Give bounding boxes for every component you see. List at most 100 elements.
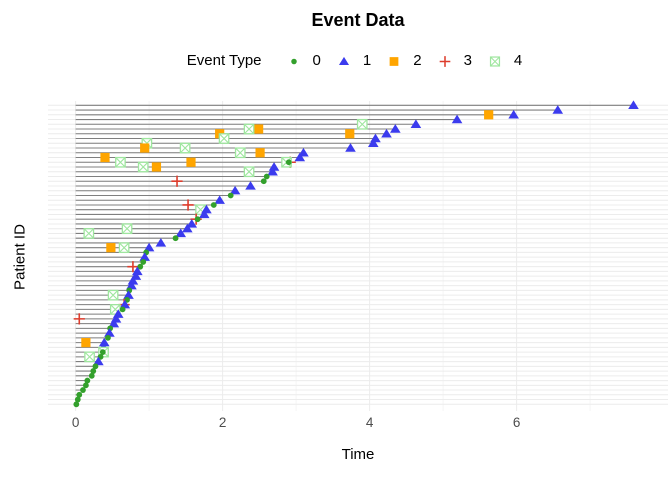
triangle-icon — [93, 356, 104, 366]
circle-icon — [105, 334, 111, 341]
circle-icon — [285, 159, 292, 166]
circle-icon — [260, 178, 267, 185]
legend-item-1: 1 — [335, 52, 371, 69]
triangle-icon — [198, 209, 210, 219]
circle-icon — [88, 372, 95, 379]
circle-icon — [137, 263, 144, 270]
square-icon — [345, 129, 355, 139]
triangle-icon — [229, 185, 241, 195]
square-icon — [140, 143, 150, 153]
square-cross-icon — [235, 147, 246, 158]
legend-item-3: 3 — [436, 52, 472, 69]
square-cross-icon — [180, 142, 191, 154]
square-icon — [151, 162, 162, 172]
triangle-icon — [390, 124, 401, 133]
square-cross-icon — [218, 133, 230, 144]
plus-icon — [439, 55, 450, 67]
triangle-icon — [175, 228, 187, 238]
triangle-icon — [552, 105, 564, 114]
square-cross-icon — [243, 123, 255, 135]
legend-item-4: 4 — [486, 52, 522, 69]
circle-icon — [82, 382, 89, 389]
x-tick-label: 4 — [366, 415, 374, 430]
circle-icon — [84, 377, 91, 384]
square-icon — [484, 110, 494, 120]
triangle-icon — [119, 299, 131, 309]
square-icon — [100, 152, 110, 163]
triangle-icon — [155, 238, 167, 247]
legend-item-label: 3 — [463, 52, 472, 69]
legend-title: Event Type — [186, 52, 262, 69]
triangle-icon — [98, 337, 110, 347]
square-icon — [254, 124, 264, 134]
triangle-icon — [628, 100, 639, 109]
circle-icon — [74, 396, 81, 403]
triangle-icon — [123, 290, 134, 299]
circle-icon — [92, 363, 99, 370]
square-cross-icon — [489, 55, 500, 67]
triangle-icon — [127, 276, 139, 285]
triangle-icon — [143, 242, 155, 252]
circle-icon — [90, 368, 97, 374]
triangle-icon — [451, 114, 463, 124]
circle-icon — [194, 216, 201, 223]
triangle-icon — [338, 56, 349, 65]
triangle-icon — [410, 119, 422, 128]
square-cross-icon — [357, 119, 368, 130]
circle-icon — [80, 387, 86, 393]
triangle-icon — [182, 223, 193, 233]
triangle-icon — [245, 181, 256, 190]
triangle-icon — [367, 138, 379, 147]
circle-icon — [140, 259, 147, 265]
triangle-icon — [126, 280, 137, 290]
square-icon — [186, 157, 196, 167]
y-axis-title: Patient ID — [11, 224, 29, 290]
square-icon — [389, 56, 399, 66]
legend-item-label: 4 — [513, 52, 523, 69]
legend-item-label: 2 — [413, 52, 422, 69]
triangle-icon — [108, 318, 120, 328]
square-cross-icon — [83, 228, 94, 239]
triangle-icon — [104, 328, 115, 337]
legend: Event Type 0 1 2 3 4 — [48, 52, 668, 69]
square-cross-icon — [243, 166, 255, 177]
triangle-icon — [267, 166, 278, 176]
triangle-icon — [508, 109, 519, 119]
square-cross-icon — [490, 56, 500, 66]
legend-item-label: 0 — [312, 52, 321, 69]
triangle-icon — [338, 56, 349, 65]
circle-icon — [210, 202, 217, 208]
square-cross-icon — [119, 242, 130, 253]
square-cross-icon — [121, 223, 133, 234]
x-tick-label: 6 — [513, 415, 521, 430]
triangle-icon — [294, 152, 306, 162]
triangle-icon — [345, 143, 356, 152]
chart-title: Event Data — [311, 10, 405, 30]
circle-icon — [119, 306, 126, 313]
circle-icon — [290, 58, 297, 64]
circle-icon — [290, 58, 297, 64]
triangle-icon — [214, 195, 225, 204]
square-cross-icon — [84, 351, 95, 362]
x-axis-title: Time — [341, 446, 375, 463]
square-cross-icon — [138, 161, 149, 173]
triangle-icon — [132, 266, 143, 276]
plus-icon — [73, 313, 85, 325]
triangle-icon — [381, 128, 392, 138]
square-icon — [255, 148, 265, 158]
legend-item-2: 2 — [385, 52, 422, 69]
circle-icon — [227, 192, 234, 199]
plus-icon — [439, 55, 450, 67]
square-cross-icon — [115, 157, 126, 168]
circle-icon — [73, 401, 80, 408]
triangle-icon — [139, 252, 150, 261]
square-icon — [389, 56, 399, 66]
circle-icon — [263, 173, 270, 180]
triangle-icon — [186, 219, 198, 228]
square-cross-icon — [107, 290, 119, 301]
square-icon — [81, 338, 91, 348]
plus-icon — [171, 175, 183, 187]
legend-item-0: 0 — [285, 52, 321, 69]
